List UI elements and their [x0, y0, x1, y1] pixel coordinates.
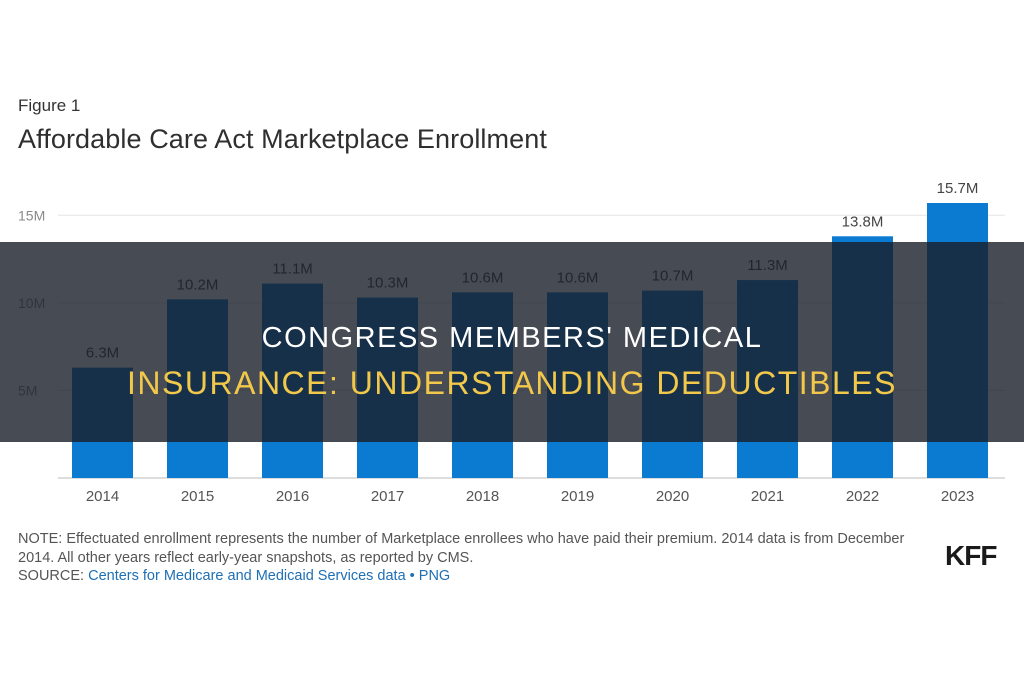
data-label-2022: 13.8M — [842, 213, 884, 230]
data-label-2023: 15.7M — [937, 180, 979, 197]
kff-logo: KFF — [945, 540, 997, 571]
chart-note: NOTE: Effectuated enrollment represents … — [18, 531, 905, 566]
x-tick-label-2019: 2019 — [561, 488, 594, 505]
chart-title: Affordable Care Act Marketplace Enrollme… — [18, 124, 547, 154]
x-tick-label-2021: 2021 — [751, 488, 784, 505]
source-prefix: SOURCE: — [18, 568, 89, 584]
x-tick-label-2020: 2020 — [656, 488, 689, 505]
y-tick-label-15M: 15M — [18, 207, 45, 223]
x-tick-label-2016: 2016 — [276, 488, 309, 505]
x-tick-label-2022: 2022 — [846, 488, 879, 505]
overlay-title-line2: Insurance: Understanding Deductibles — [127, 365, 897, 401]
source-separator: • — [405, 568, 419, 584]
source-link-png[interactable]: PNG — [418, 568, 451, 584]
x-tick-label-2014: 2014 — [86, 488, 119, 505]
chart-source: SOURCE: Centers for Medicare and Medicai… — [18, 568, 450, 584]
overlay-title: Congress Members' Medical Insurance: Und… — [0, 316, 1024, 406]
x-tick-label-2017: 2017 — [371, 488, 404, 505]
x-tick-label-2015: 2015 — [181, 488, 214, 505]
title-overlay-band — [0, 242, 1024, 442]
figure-label: Figure 1 — [18, 96, 81, 115]
overlay-title-line1: Congress Members' Medical — [261, 322, 763, 354]
source-link-cms[interactable]: Centers for Medicare and Medicaid Servic… — [88, 568, 406, 584]
x-tick-label-2018: 2018 — [466, 488, 499, 505]
x-tick-label-2023: 2023 — [941, 488, 974, 505]
